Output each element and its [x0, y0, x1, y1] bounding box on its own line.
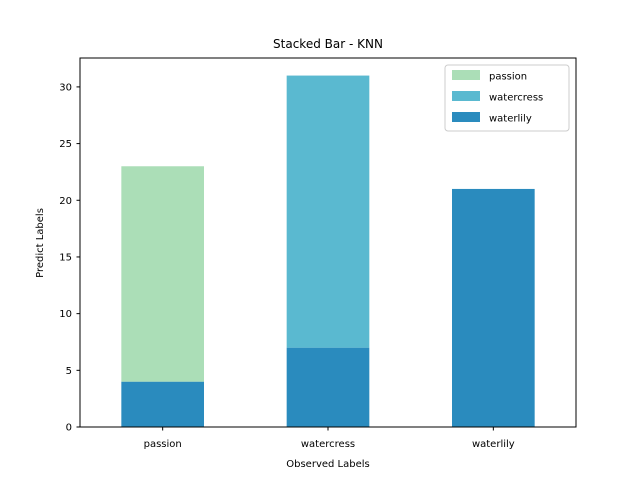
x-tick-label: passion [144, 439, 182, 450]
y-tick-label: 20 [59, 196, 72, 207]
y-tick-label: 30 [59, 82, 72, 93]
y-tick-label: 15 [59, 252, 72, 263]
legend-label-waterlily: waterlily [489, 114, 532, 125]
y-tick-label: 10 [59, 309, 72, 320]
legend: passion watercress waterlily [444, 64, 570, 132]
bars-layer [121, 75, 535, 427]
y-tick-label: 5 [66, 366, 72, 377]
x-tick-label: waterlily [472, 439, 515, 450]
x-ticks: passion watercress waterlily [144, 427, 515, 450]
bar-waterlily-passion [121, 381, 204, 427]
bar-waterlily-watercress [286, 347, 370, 427]
bar-waterlily-waterlily [452, 188, 535, 427]
y-axis-label: Predict Labels [35, 208, 46, 278]
plot-frame [79, 57, 577, 428]
x-axis-label: Observed Labels [286, 459, 369, 470]
y-tick-label: 0 [66, 423, 72, 434]
legend-swatch-watercress [452, 91, 480, 101]
legend-label-passion: passion [489, 72, 527, 83]
y-ticks: 0 5 10 15 20 25 30 [59, 82, 80, 434]
legend-swatch-waterlily [452, 112, 480, 122]
legend-swatch-passion [452, 70, 480, 80]
legend-label-watercress: watercress [489, 93, 543, 104]
bar-watercress-watercress [286, 75, 370, 348]
bar-passion-passion [121, 166, 204, 382]
x-tick-label: watercress [301, 439, 355, 450]
chart-title: Stacked Bar - KNN [273, 37, 383, 51]
y-tick-label: 25 [59, 139, 72, 150]
